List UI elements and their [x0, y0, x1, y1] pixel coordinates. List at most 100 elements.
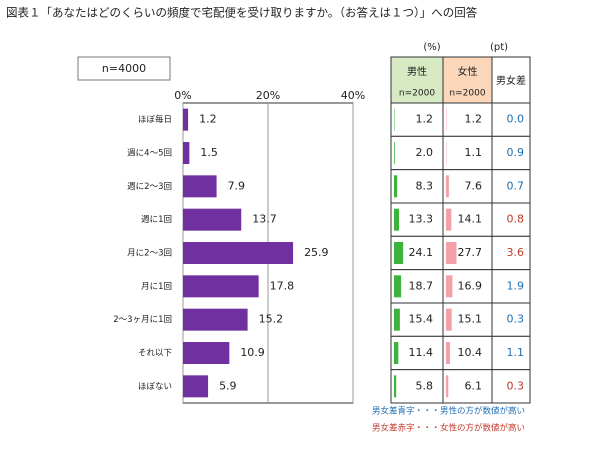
cell — [491, 102, 531, 137]
cell — [491, 369, 531, 404]
cell — [442, 235, 493, 271]
x-tick-label: 40% — [341, 89, 365, 102]
value-label: 10.9 — [240, 346, 265, 359]
cell-value: 6.1 — [465, 379, 483, 392]
cell — [491, 335, 531, 371]
value-label: 25.9 — [304, 246, 329, 259]
sample: n=4000 — [102, 62, 146, 75]
bar — [183, 108, 189, 131]
category-label: ほぼ毎日 — [138, 114, 172, 125]
bar — [183, 308, 248, 331]
cell-value: 15.4 — [409, 313, 434, 326]
category-label: 週に4～5回 — [127, 149, 172, 159]
cell — [491, 269, 531, 304]
cell — [390, 169, 444, 204]
cell — [442, 102, 493, 137]
diff-header — [491, 56, 531, 104]
mini-bar — [394, 142, 395, 164]
cell-value: 5.8 — [416, 379, 434, 392]
category-label: 月に1回 — [141, 282, 172, 292]
diff-value: 1.9 — [507, 279, 525, 292]
bar — [183, 342, 230, 364]
diff-value: 3.6 — [507, 246, 525, 259]
cell-value: 10.4 — [458, 346, 483, 359]
diff-name: 男女差 — [496, 74, 526, 87]
category-label: 月に2～3回 — [127, 249, 172, 259]
cell-value: 18.7 — [409, 279, 434, 292]
value-label: 15.2 — [259, 313, 284, 326]
cell-value: 13.3 — [409, 213, 434, 226]
mini-bar — [446, 208, 452, 231]
column-name: 男性 — [407, 65, 427, 78]
cell-value: 1.2 — [416, 113, 434, 126]
mini-bar — [394, 275, 402, 298]
bar — [183, 242, 294, 264]
cell — [390, 202, 444, 237]
cell — [390, 335, 444, 371]
column-header — [442, 56, 493, 104]
diff-value: 0.3 — [507, 313, 525, 326]
category-label: 週に2～3回 — [127, 182, 172, 192]
mini-bar — [446, 375, 449, 398]
cell-value: 27.7 — [458, 246, 483, 259]
bar — [183, 142, 190, 164]
mini-bar — [446, 275, 453, 298]
x-tick-label: 0% — [174, 89, 191, 102]
cell — [491, 135, 531, 171]
cell — [491, 169, 531, 204]
cell-value: 11.4 — [409, 346, 434, 359]
cell-value: 15.1 — [458, 313, 483, 326]
x-tick-label: 20% — [256, 89, 280, 102]
value-label: 17.8 — [270, 279, 295, 292]
note: 男女差赤字・・・女性の方が数値が高い — [372, 423, 525, 434]
category-label: それ以下 — [138, 349, 173, 359]
cell — [491, 235, 531, 271]
diff-value: 0.7 — [507, 179, 525, 192]
diff-value: 0.3 — [507, 379, 525, 392]
mini-bar — [394, 375, 397, 398]
cell-value: 24.1 — [409, 246, 434, 259]
cell — [442, 135, 493, 171]
mini-bar — [446, 308, 452, 331]
diff-value: 1.1 — [507, 346, 525, 359]
unit-pt: (pt) — [490, 42, 508, 53]
note: 男女差青字・・・男性の方が数値が高い — [372, 406, 525, 417]
mini-bar — [446, 342, 450, 364]
cell-value: 16.9 — [458, 279, 483, 292]
column-n: n=2000 — [449, 89, 485, 99]
value-label: 5.9 — [219, 379, 237, 392]
cell-value: 14.1 — [458, 213, 483, 226]
bar — [183, 275, 259, 298]
cell-value: 1.2 — [465, 113, 483, 126]
bar — [183, 208, 242, 231]
mini-bar — [446, 175, 449, 198]
cell — [491, 202, 531, 237]
bar — [183, 375, 209, 398]
mini-bar — [394, 242, 404, 264]
diff-value: 0.8 — [507, 213, 525, 226]
cell-value: 7.6 — [465, 179, 483, 192]
value-label: 7.9 — [228, 179, 246, 192]
mini-bar — [446, 242, 457, 264]
category-label: 2～3ヶ月に1回 — [113, 315, 172, 325]
mini-bar — [394, 308, 400, 331]
diff-value: 0.9 — [507, 146, 525, 159]
title: 図表１「あなたはどのくらいの頻度で宅配便を受け取りますか。（お答えは１つ）」への… — [6, 6, 478, 20]
category-label: ほぼない — [138, 382, 172, 392]
value-label: 1.5 — [200, 146, 218, 159]
value-label: 1.2 — [199, 113, 217, 126]
cell — [390, 369, 444, 404]
mini-bar — [394, 342, 399, 364]
cell-value: 8.3 — [416, 179, 434, 192]
mini-bar — [394, 175, 398, 198]
column-n: n=2000 — [399, 89, 435, 99]
column-name: 女性 — [458, 65, 478, 78]
cell — [442, 269, 493, 304]
sample-box — [77, 56, 171, 81]
bar — [183, 175, 217, 198]
value-label: 13.7 — [252, 213, 277, 226]
mini-bar — [394, 208, 400, 231]
diff-value: 0.0 — [507, 113, 525, 126]
cell-value: 1.1 — [465, 146, 483, 159]
